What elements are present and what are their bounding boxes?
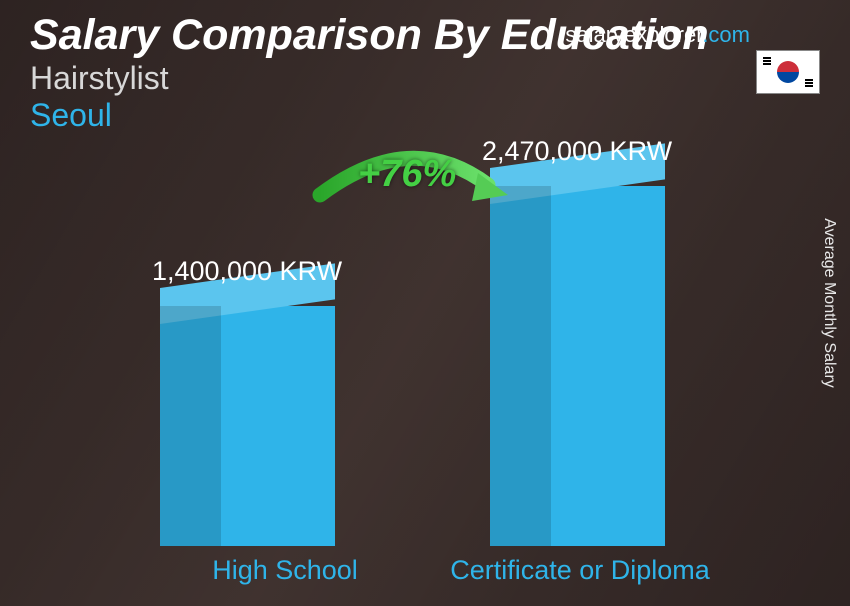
bar-body xyxy=(160,306,335,546)
brand-name: salaryexplorer xyxy=(565,22,702,47)
bar-body xyxy=(490,186,665,546)
increase-indicator: +76% xyxy=(300,135,540,225)
y-axis-label: Average Monthly Salary xyxy=(820,218,838,388)
bar-shade xyxy=(160,306,221,546)
percent-increase: +76% xyxy=(358,153,456,196)
category-label-2: Certificate or Diploma xyxy=(420,555,740,586)
job-title: Hairstylist xyxy=(30,61,820,96)
bar-high-school xyxy=(160,306,335,546)
bar-shade xyxy=(490,186,551,546)
brand-tld: .com xyxy=(702,22,750,47)
bar-certificate-diploma xyxy=(490,186,665,546)
value-label-1: 1,400,000 KRW xyxy=(117,256,377,287)
country-flag-icon xyxy=(756,50,820,94)
location: Seoul xyxy=(30,98,820,133)
brand-logo: salaryexplorer.com xyxy=(565,22,750,48)
category-label-1: High School xyxy=(175,555,395,586)
